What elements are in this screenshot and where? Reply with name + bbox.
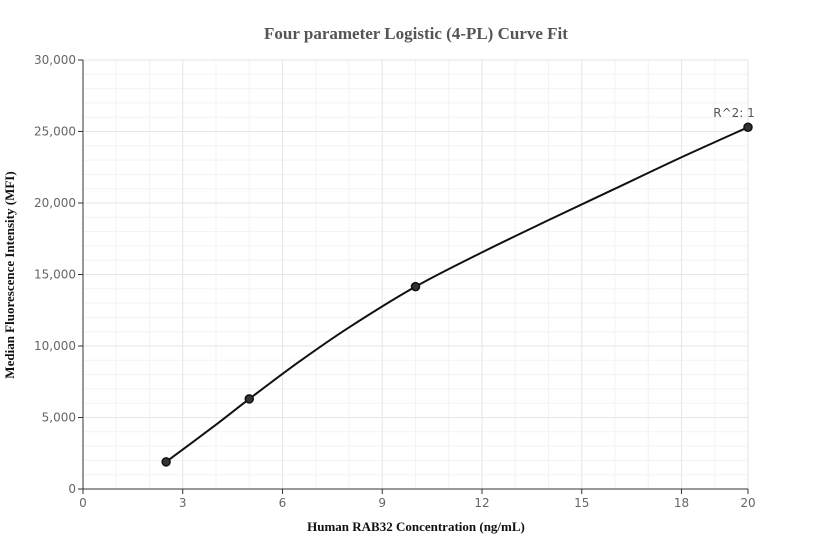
y-axis-ticks: 0 5,000 10,000 15,000 20,000 25,000 30,000 — [34, 53, 83, 496]
x-axis-title: Human RAB32 Concentration (ng/mL) — [307, 519, 525, 534]
x-axis-ticks: 0 3 6 9 12 15 18 20 — [79, 489, 756, 510]
grid — [83, 59, 749, 489]
y-tick-label: 10,000 — [34, 339, 76, 353]
y-tick-label: 30,000 — [34, 53, 76, 67]
chart-title: Four parameter Logistic (4-PL) Curve Fit — [264, 24, 568, 43]
y-tick-label: 0 — [68, 482, 76, 496]
data-point — [410, 281, 421, 292]
data-point — [161, 457, 171, 467]
x-tick-label: 12 — [474, 496, 489, 510]
x-tick-label: 18 — [674, 496, 689, 510]
x-tick-label: 15 — [574, 496, 589, 510]
data-point — [244, 394, 254, 404]
annotations: R^2: 1 — [713, 106, 755, 120]
x-tick-label: 9 — [378, 496, 386, 510]
fit-curve-line — [165, 126, 749, 463]
y-tick-label: 5,000 — [42, 411, 76, 425]
x-tick-label: 0 — [79, 496, 87, 510]
x-tick-label: 6 — [279, 496, 287, 510]
y-tick-label: 15,000 — [34, 268, 76, 282]
y-tick-label: 25,000 — [34, 125, 76, 139]
x-tick-label: 3 — [179, 496, 187, 510]
data-point — [743, 122, 753, 132]
r-squared-annotation: R^2: 1 — [713, 106, 755, 120]
y-tick-label: 20,000 — [34, 196, 76, 210]
y-axis-title: Median Fluorescence Intensity (MFI) — [2, 171, 17, 378]
plot-series — [161, 122, 753, 467]
x-tick-label: 20 — [740, 496, 755, 510]
